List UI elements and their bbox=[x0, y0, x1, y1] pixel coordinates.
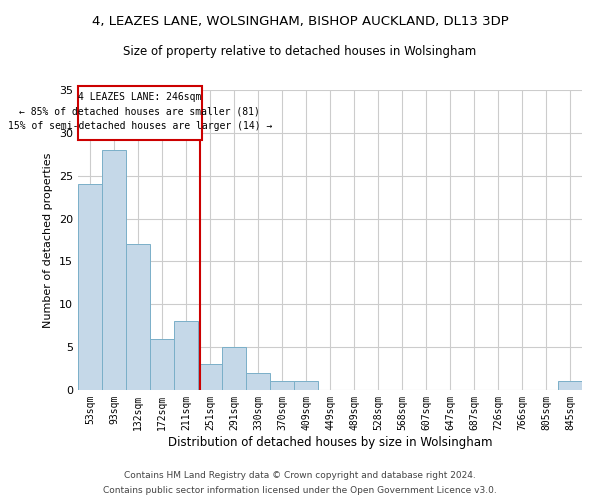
Text: Size of property relative to detached houses in Wolsingham: Size of property relative to detached ho… bbox=[124, 45, 476, 58]
Text: 15% of semi-detached houses are larger (14) →: 15% of semi-detached houses are larger (… bbox=[8, 121, 272, 131]
X-axis label: Distribution of detached houses by size in Wolsingham: Distribution of detached houses by size … bbox=[168, 436, 492, 448]
Text: ← 85% of detached houses are smaller (81): ← 85% of detached houses are smaller (81… bbox=[19, 106, 260, 117]
Y-axis label: Number of detached properties: Number of detached properties bbox=[43, 152, 53, 328]
Text: 4 LEAZES LANE: 246sqm: 4 LEAZES LANE: 246sqm bbox=[78, 92, 202, 102]
Bar bbox=[78, 184, 102, 390]
Text: 4, LEAZES LANE, WOLSINGHAM, BISHOP AUCKLAND, DL13 3DP: 4, LEAZES LANE, WOLSINGHAM, BISHOP AUCKL… bbox=[92, 15, 508, 28]
Bar bbox=[150, 338, 174, 390]
Bar bbox=[294, 382, 318, 390]
Text: Contains public sector information licensed under the Open Government Licence v3: Contains public sector information licen… bbox=[103, 486, 497, 495]
Bar bbox=[174, 322, 198, 390]
Bar bbox=[102, 150, 126, 390]
Bar bbox=[558, 382, 582, 390]
Text: Contains HM Land Registry data © Crown copyright and database right 2024.: Contains HM Land Registry data © Crown c… bbox=[124, 471, 476, 480]
FancyBboxPatch shape bbox=[78, 86, 202, 140]
Bar bbox=[198, 364, 222, 390]
Bar bbox=[270, 382, 294, 390]
Bar bbox=[246, 373, 270, 390]
Bar bbox=[126, 244, 150, 390]
Bar bbox=[222, 347, 246, 390]
